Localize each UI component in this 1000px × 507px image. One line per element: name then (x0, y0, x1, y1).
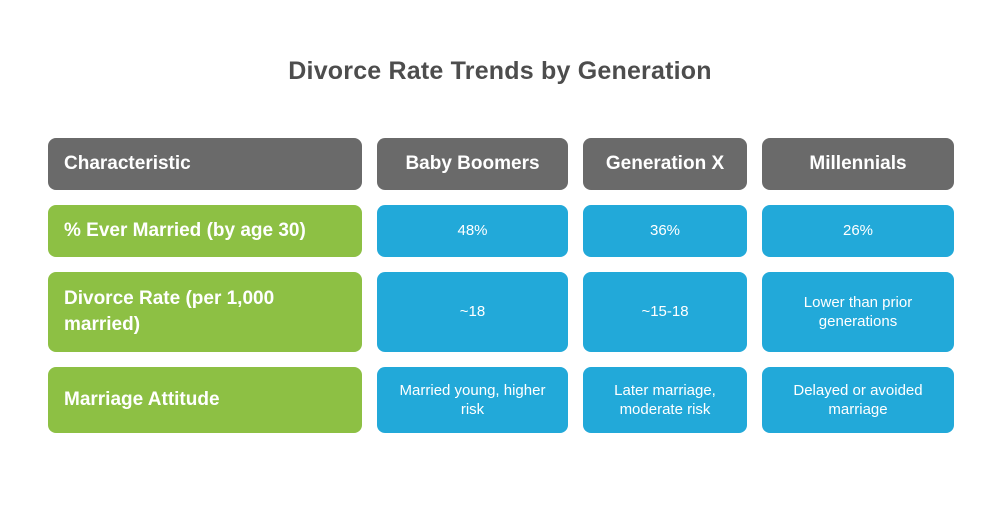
data-cell-divorce-rate-generation-x: ~15-18 (583, 272, 747, 352)
data-cell-marriage-attitude-baby-boomers: Married young, higher risk (377, 367, 568, 433)
page-title: Divorce Rate Trends by Generation (288, 57, 712, 85)
column-header-baby-boomers: Baby Boomers (377, 138, 568, 190)
data-cell-divorce-rate-baby-boomers: ~18 (377, 272, 568, 352)
column-header-characteristic: Characteristic (48, 138, 362, 190)
data-cell-ever-married-generation-x: 36% (583, 205, 747, 257)
row-label-marriage-attitude: Marriage Attitude (48, 367, 362, 433)
data-cell-marriage-attitude-millennials: Delayed or avoided marriage (762, 367, 954, 433)
row-label-divorce-rate: Divorce Rate (per 1,000 married) (48, 272, 362, 352)
column-header-millennials: Millennials (762, 138, 954, 190)
data-cell-divorce-rate-millennials: Lower than prior generations (762, 272, 954, 352)
row-label-ever-married: % Ever Married (by age 30) (48, 205, 362, 257)
data-cell-ever-married-millennials: 26% (762, 205, 954, 257)
generation-comparison-table: Characteristic Baby Boomers Generation X… (48, 138, 954, 433)
column-header-generation-x: Generation X (583, 138, 747, 190)
data-cell-marriage-attitude-generation-x: Later marriage, moderate risk (583, 367, 747, 433)
data-cell-ever-married-baby-boomers: 48% (377, 205, 568, 257)
